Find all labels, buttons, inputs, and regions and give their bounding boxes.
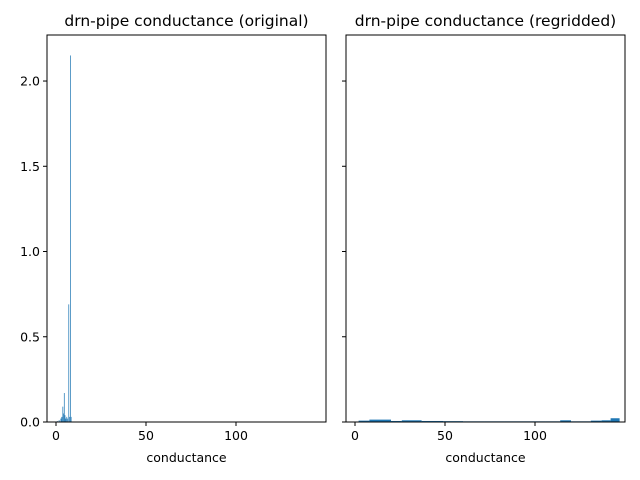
y-tick-label: 1.5 [20, 159, 40, 174]
y-tick-label: 1.0 [20, 244, 40, 259]
chart-panel-regridded: drn-pipe conductance (regridded) 0 50 100 … [342, 12, 626, 465]
bar [63, 413, 64, 422]
bar [67, 418, 69, 422]
x-tick-label: 100 [224, 428, 248, 443]
bar [358, 420, 370, 422]
y-ticks: 0.0 0.5 1.0 1.5 2.0 [20, 74, 47, 430]
bar [590, 420, 602, 422]
x-axis-label: conductance [445, 450, 526, 465]
bar [560, 420, 571, 422]
x-tick-label: 50 [138, 428, 154, 443]
bar [66, 416, 68, 422]
bar [610, 418, 620, 422]
bar [69, 416, 70, 422]
x-tick-label: 0 [52, 428, 60, 443]
bar [421, 420, 444, 422]
bar [369, 419, 391, 422]
y-tick-label: 0.5 [20, 329, 40, 344]
y-ticks [342, 80, 346, 423]
bar [401, 420, 422, 422]
x-ticks: 0 50 100 [52, 422, 248, 443]
axes-frame [345, 34, 626, 423]
x-axis-label: conductance [146, 450, 227, 465]
x-ticks: 0 50 100 [351, 422, 547, 443]
chart-title: drn-pipe conductance (regridded) [355, 12, 616, 30]
bars [56, 55, 72, 422]
bars [358, 418, 620, 422]
bar [58, 420, 60, 422]
bar [68, 304, 70, 422]
x-tick-label: 100 [523, 428, 547, 443]
chart-panel-original: drn-pipe conductance (original) 0 50 100 0… [20, 12, 327, 465]
bar [65, 418, 67, 422]
bar [61, 416, 63, 422]
bar [70, 55, 71, 422]
bar [60, 418, 62, 422]
x-tick-label: 0 [351, 428, 359, 443]
bar [63, 393, 65, 422]
x-tick-label: 50 [437, 428, 453, 443]
bar [70, 416, 72, 422]
y-tick-label: 0.0 [20, 415, 40, 430]
bar [64, 415, 66, 422]
chart-title: drn-pipe conductance (original) [64, 12, 308, 30]
bar [391, 420, 402, 422]
bar [601, 420, 611, 422]
axes-frame [46, 34, 327, 423]
y-tick-label: 2.0 [20, 74, 40, 89]
bar [62, 406, 64, 422]
